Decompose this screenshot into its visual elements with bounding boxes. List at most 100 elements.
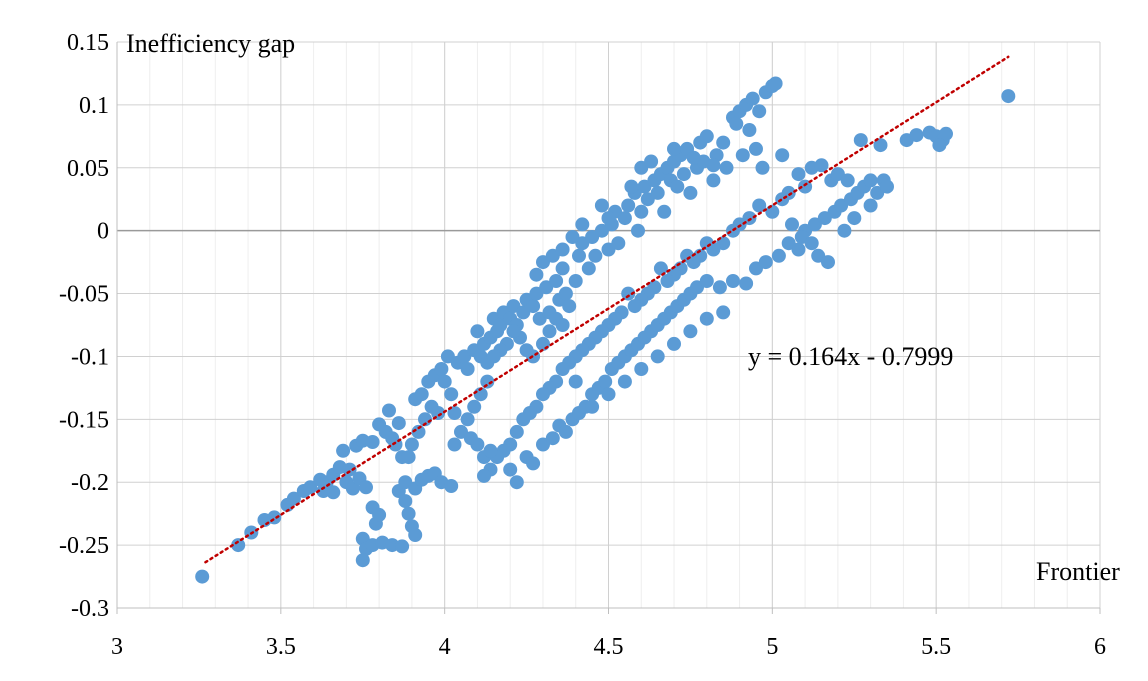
axes — [116, 42, 1101, 614]
x-tick-label: 6 — [1094, 634, 1106, 660]
data-point — [699, 311, 714, 326]
data-point — [611, 236, 626, 251]
data-point — [814, 158, 829, 173]
data-point — [853, 133, 868, 148]
data-point — [509, 475, 524, 490]
data-point — [657, 204, 672, 219]
data-point — [588, 248, 603, 263]
data-point — [699, 129, 714, 144]
data-point — [536, 336, 550, 351]
data-point — [382, 403, 396, 418]
data-point — [555, 242, 570, 257]
data-point — [847, 211, 862, 226]
y-tick-label: -0.1 — [71, 344, 109, 370]
data-point — [617, 374, 632, 389]
data-point — [598, 374, 613, 389]
data-point — [719, 160, 734, 175]
data-point — [712, 280, 727, 295]
data-point — [880, 179, 894, 194]
data-point — [519, 343, 534, 358]
data-point — [486, 349, 501, 364]
data-point — [460, 362, 475, 376]
data-point — [365, 435, 380, 449]
data-point — [683, 324, 698, 339]
y-tick-label: -0.3 — [71, 596, 109, 622]
data-point — [775, 148, 790, 163]
x-tick-label: 4.5 — [594, 634, 624, 660]
data-point — [401, 450, 416, 465]
y-tick-label: -0.05 — [59, 282, 109, 308]
data-point — [506, 324, 521, 339]
x-axis-title: Frontier — [1036, 557, 1120, 586]
data-point — [680, 248, 695, 263]
data-point — [355, 553, 370, 568]
data-point — [411, 424, 426, 439]
data-point — [565, 230, 580, 244]
data-point — [745, 91, 760, 106]
data-point — [729, 116, 744, 131]
data-point — [755, 160, 770, 175]
data-point — [821, 255, 835, 270]
data-point — [447, 437, 462, 452]
data-point — [575, 217, 590, 232]
data-point — [336, 443, 351, 458]
data-point — [483, 443, 498, 458]
data-point — [699, 236, 714, 251]
data-point — [752, 198, 767, 213]
y-tick-label: -0.15 — [59, 407, 109, 433]
data-point — [1001, 89, 1016, 104]
data-point — [634, 362, 649, 376]
data-point — [840, 173, 855, 188]
data-point — [418, 412, 432, 427]
data-point — [542, 324, 557, 339]
data-point — [529, 267, 544, 282]
data-point — [408, 528, 423, 542]
data-point — [837, 223, 852, 238]
data-point — [706, 173, 721, 188]
y-tick-label: 0 — [97, 219, 109, 245]
data-point — [670, 179, 685, 194]
data-point — [601, 211, 616, 226]
data-point — [437, 374, 452, 389]
data-point — [359, 480, 373, 495]
data-point — [863, 198, 878, 213]
data-point — [372, 507, 387, 522]
data-point — [650, 185, 665, 200]
data-point — [568, 274, 583, 288]
data-point — [404, 437, 419, 452]
y-tick-label: 0.05 — [67, 156, 109, 182]
data-point — [545, 431, 560, 446]
data-point — [706, 158, 721, 173]
data-point — [572, 248, 586, 263]
data-point — [676, 167, 691, 182]
data-point — [473, 387, 488, 402]
data-point — [594, 198, 609, 213]
data-point — [863, 173, 878, 188]
data-point — [568, 374, 583, 389]
y-tick-label: 0.15 — [67, 30, 109, 56]
data-point — [624, 179, 639, 194]
data-point — [742, 123, 757, 137]
data-point — [477, 468, 491, 483]
data-point — [526, 299, 541, 314]
data-point — [303, 480, 318, 495]
data-point — [342, 462, 357, 477]
data-point — [480, 374, 495, 389]
data-point — [555, 318, 570, 332]
data-point — [749, 141, 763, 156]
data-point — [267, 510, 282, 525]
y-tick-label: -0.25 — [59, 533, 109, 559]
data-point — [395, 539, 410, 554]
data-point — [758, 255, 773, 270]
x-tick-label: 3.5 — [266, 634, 296, 660]
data-point — [467, 399, 482, 414]
data-point — [873, 138, 888, 153]
data-point — [581, 261, 596, 276]
data-point — [414, 387, 429, 402]
data-point — [555, 362, 570, 376]
trendline — [204, 55, 1010, 564]
data-point — [516, 412, 531, 427]
data-point — [716, 135, 731, 150]
data-point — [391, 416, 406, 431]
